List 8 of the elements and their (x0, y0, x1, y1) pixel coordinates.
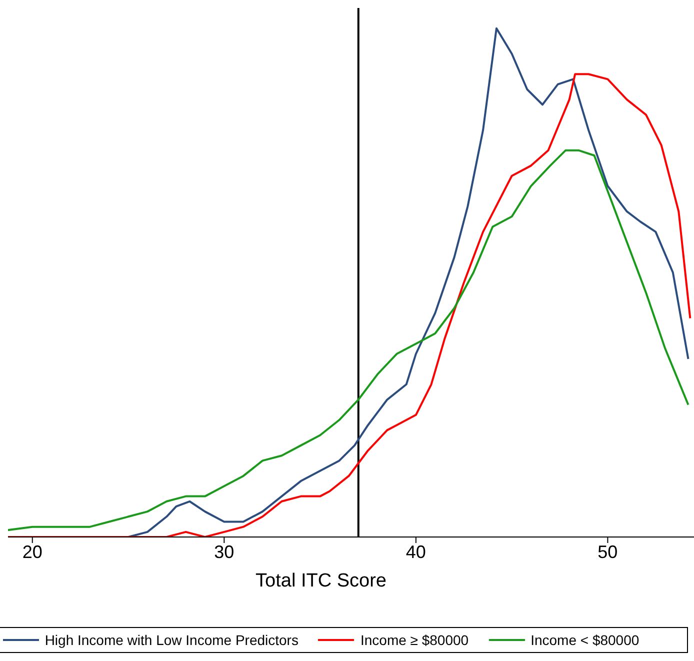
x-axis-title: Total ITC Score (256, 570, 386, 592)
legend-label: Income < $80000 (530, 632, 640, 648)
x-tick-label: 40 (406, 542, 426, 562)
legend-label: High Income with Low Income Predictors (44, 632, 298, 648)
x-tick-label: 20 (22, 542, 42, 562)
x-tick-label: 30 (214, 542, 234, 562)
legend-label: Income ≥ $80000 (359, 632, 469, 648)
x-tick-label: 50 (598, 542, 618, 562)
